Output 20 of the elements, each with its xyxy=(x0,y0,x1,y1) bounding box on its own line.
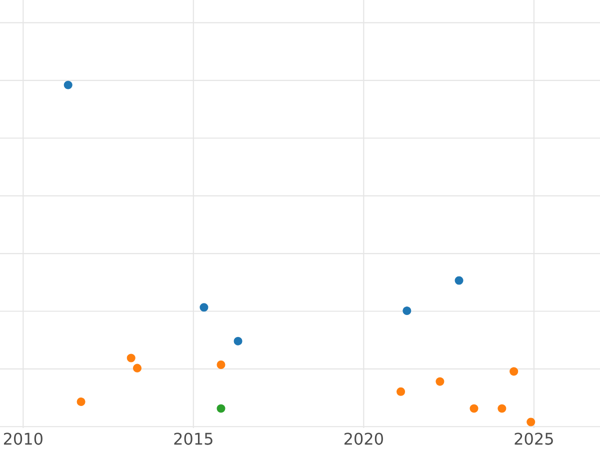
point xyxy=(498,404,506,413)
point xyxy=(470,404,478,413)
point xyxy=(216,360,226,369)
x-tick-label: 2015 xyxy=(174,432,212,445)
x-tick-label: 2020 xyxy=(344,432,383,445)
point xyxy=(436,377,444,386)
point xyxy=(76,398,86,406)
point xyxy=(402,306,412,316)
point xyxy=(234,336,242,346)
point xyxy=(132,364,142,372)
x-tick-label: 2010 xyxy=(4,432,42,445)
x-tick-label: 2025 xyxy=(514,432,553,445)
point xyxy=(454,276,464,285)
point xyxy=(396,387,406,396)
point xyxy=(126,354,136,362)
point xyxy=(526,418,536,426)
point xyxy=(510,367,518,376)
point xyxy=(200,303,208,312)
point xyxy=(216,404,226,413)
point xyxy=(64,80,72,90)
